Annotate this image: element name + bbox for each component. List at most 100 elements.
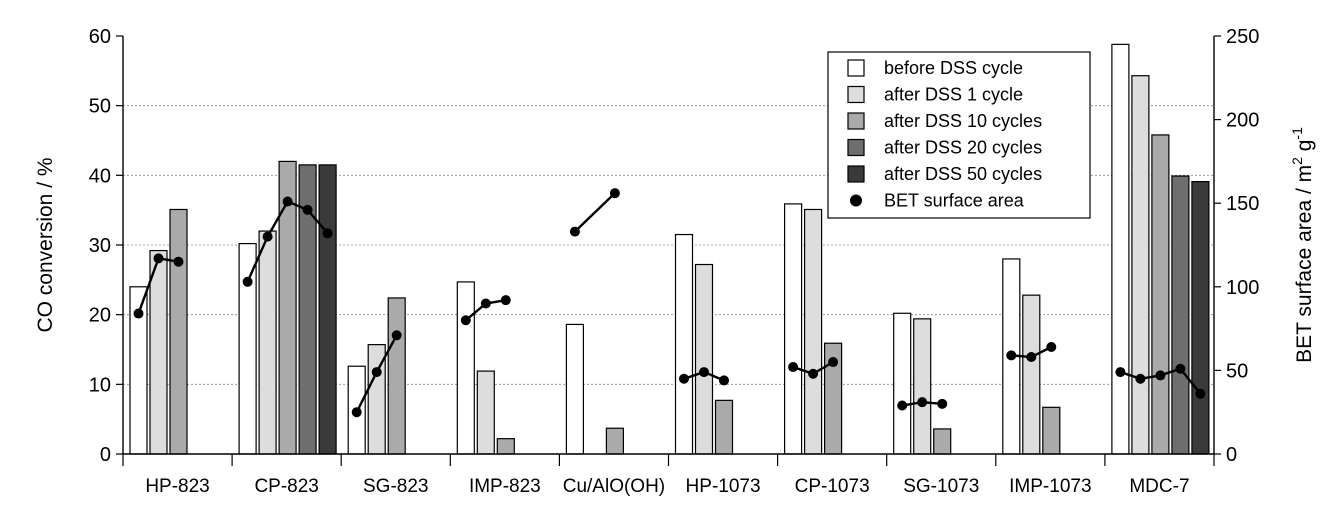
legend-swatch (847, 59, 865, 77)
bar (1191, 181, 1210, 455)
y-tick-label: 0 (100, 444, 111, 466)
bar (933, 428, 952, 455)
bar (783, 203, 803, 455)
y2-tick-label: 50 (1226, 360, 1248, 382)
bet-point (460, 315, 471, 326)
bar (476, 370, 495, 455)
y-tick-label: 10 (89, 374, 111, 396)
bar (258, 230, 277, 455)
y2-axis-title-main: BET surface area / m (1293, 165, 1316, 363)
bet-point (808, 368, 819, 379)
bet-point (302, 204, 313, 215)
legend-label: before DSS cycle (884, 58, 1023, 78)
legend-label: after DSS 10 cycles (884, 111, 1042, 131)
bet-point (391, 330, 402, 341)
y2-axis-title-sup1: 2 (1289, 157, 1305, 165)
y2-tick-label: 100 (1226, 277, 1259, 299)
bar (169, 208, 188, 455)
x-tick-label: IMP-1073 (1009, 476, 1091, 497)
bar (565, 323, 585, 455)
y2-axis-title: BET surface area / m2 g-1 (1289, 127, 1316, 363)
legend-label: after DSS 20 cycles (884, 138, 1042, 158)
y-tick-label: 50 (89, 96, 111, 118)
x-tick-label: MDC-7 (1129, 476, 1189, 497)
bet-point (917, 397, 928, 408)
bet-point (500, 295, 511, 306)
bar (387, 297, 406, 455)
bet-point (679, 373, 689, 384)
bar (674, 233, 694, 455)
bet-point (153, 253, 164, 264)
bet-point (1026, 352, 1037, 363)
bar (893, 312, 912, 455)
bet-point (282, 196, 293, 207)
bet-line (574, 192, 616, 233)
x-tick-label: SG-1073 (903, 476, 979, 497)
legend-swatch (847, 165, 865, 183)
bet-point (1155, 370, 1166, 381)
bet-point (719, 375, 729, 386)
y2-tick-label: 0 (1226, 444, 1237, 466)
legend-swatch (847, 112, 865, 130)
bet-point (262, 231, 273, 242)
y-tick-label: 20 (89, 305, 111, 327)
legend-swatch (847, 85, 865, 104)
bet-point (1115, 367, 1126, 378)
axes: 0 10 20 30 40 50 60 0 50 100 150 200 250 HP-823 CP-823… (89, 26, 1260, 497)
x-tick-label: HP-823 (145, 476, 209, 497)
y2-axis-title-sup2: -1 (1289, 127, 1305, 140)
bar (1022, 294, 1041, 455)
bet-point (699, 367, 709, 378)
bar (149, 249, 168, 455)
y2-tick-label: 150 (1226, 193, 1259, 215)
bar (238, 243, 257, 455)
bet-point (351, 407, 362, 418)
bet-point (1006, 350, 1017, 361)
bet-point (242, 276, 253, 287)
y-axis-title: CO conversion / % (34, 157, 57, 332)
bet-point (1046, 341, 1057, 352)
bet-point (322, 228, 333, 239)
bar (605, 427, 625, 455)
x-tick-label: CP-823 (254, 476, 318, 497)
y2-tick-label: 250 (1226, 26, 1259, 48)
bet-point (1175, 363, 1186, 374)
bet-point (173, 256, 184, 267)
bar (694, 263, 714, 455)
bar (1151, 134, 1170, 455)
x-tick-label: IMP-823 (469, 476, 541, 497)
bar (1171, 175, 1190, 455)
x-tick-label: SG-823 (363, 476, 428, 497)
legend-label: BET surface area (884, 191, 1025, 211)
bar (714, 399, 734, 455)
bar (456, 281, 475, 455)
bet-point (1195, 388, 1206, 399)
legend-label: after DSS 50 cycles (884, 164, 1042, 184)
bet-point (937, 398, 948, 409)
bet-lines (133, 188, 1206, 418)
x-tick-label: HP-1073 (686, 476, 761, 497)
bet-point (828, 357, 839, 368)
bet-point (609, 188, 620, 199)
y2-axis-title-mid: g (1293, 140, 1316, 158)
bar (318, 164, 337, 455)
y2-tick-label: 200 (1226, 110, 1259, 132)
bet-point (569, 226, 580, 237)
y-tick-label: 30 (89, 235, 111, 257)
legend: before DSS cycle after DSS 1 cycle after D… (827, 51, 1091, 219)
legend-label: after DSS 1 cycle (884, 85, 1023, 105)
bet-point (1135, 373, 1146, 384)
bar (1042, 406, 1061, 455)
bet-point (480, 298, 491, 309)
bar (1111, 43, 1130, 455)
x-tick-label: Cu/AlO(OH) (563, 476, 665, 497)
bar (1131, 75, 1150, 455)
legend-box (827, 51, 1091, 219)
x-tick-label: CP-1073 (795, 476, 870, 497)
bet-point (371, 367, 382, 378)
bet-point (897, 400, 908, 411)
bet-point (788, 362, 799, 373)
bar (803, 208, 823, 455)
bet-point (133, 308, 144, 319)
